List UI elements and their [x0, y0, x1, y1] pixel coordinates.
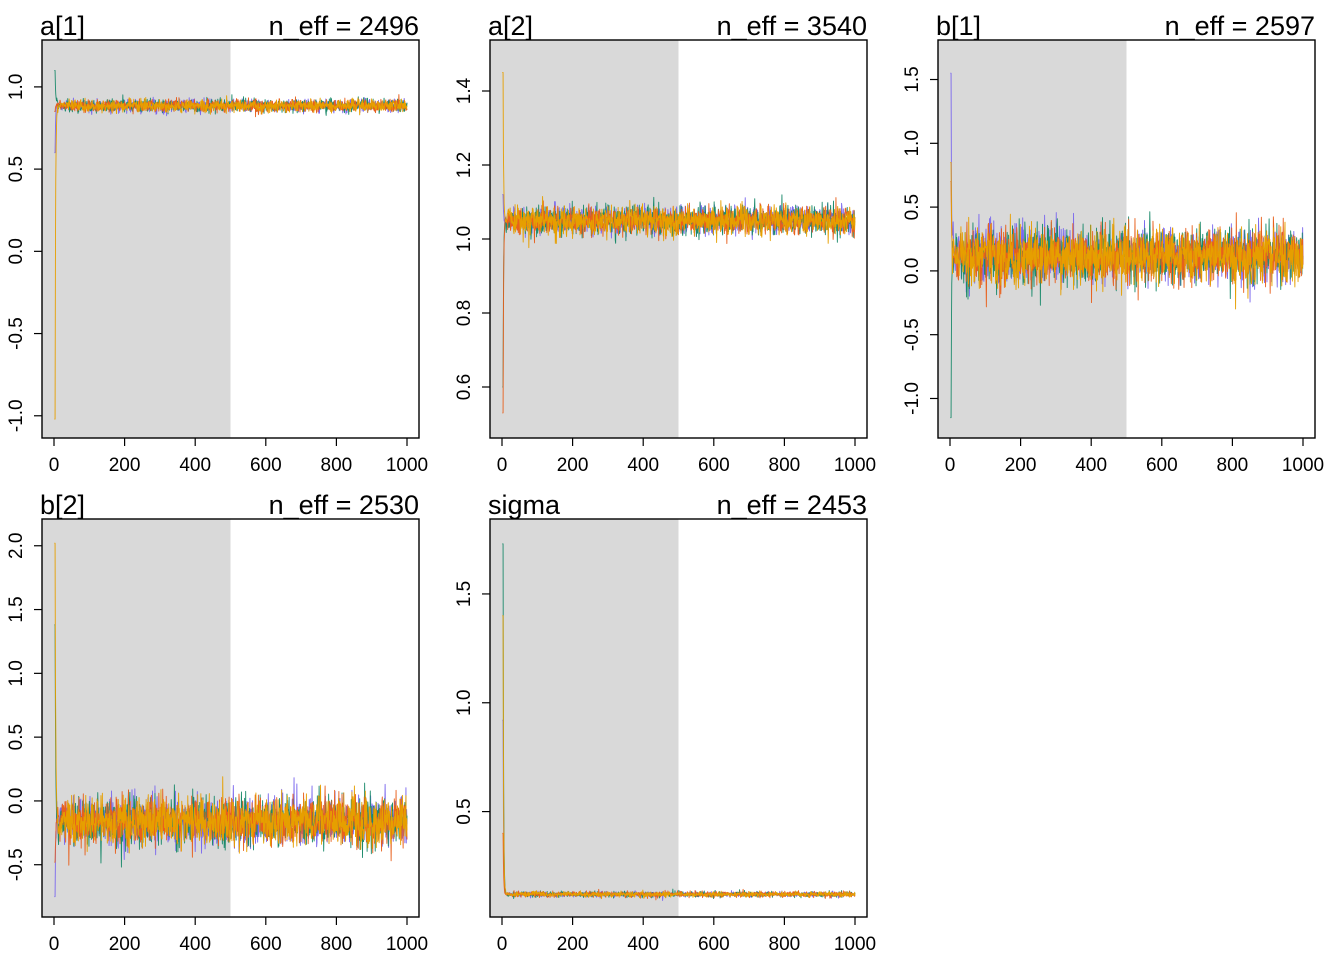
y-tick-label: 1.0 — [6, 74, 27, 100]
x-tick-label: 0 — [49, 934, 60, 955]
x-tick-label: 1000 — [834, 934, 876, 955]
y-tick-label: 1.2 — [454, 152, 475, 178]
y-tick-label: 0.5 — [902, 194, 923, 220]
x-tick-label: 1000 — [834, 455, 876, 476]
x-tick-label: 1000 — [386, 934, 428, 955]
y-tick-label: -1.0 — [6, 399, 27, 432]
y-tick-label: 1.5 — [6, 596, 27, 622]
y-tick-label: 1.0 — [902, 130, 923, 156]
n-eff-label: n_eff = 3540 — [717, 11, 867, 41]
parameter-title: b[2] — [40, 490, 85, 520]
warmup-region — [490, 519, 679, 917]
x-tick-label: 1000 — [1282, 455, 1324, 476]
chain-4-trace — [54, 95, 408, 420]
x-tick-label: 400 — [179, 934, 211, 955]
chain-traces — [54, 542, 408, 898]
x-tick-label: 600 — [250, 455, 282, 476]
x-tick-label: 200 — [557, 934, 589, 955]
y-tick-label: 1.0 — [6, 660, 27, 686]
trace-panel-b1: 0 200 400 600 800 1000 -1.0 -0.5 0.0 0.5 1.0 1.5 b[1… — [902, 11, 1324, 476]
x-tick-label: 0 — [945, 455, 956, 476]
x-tick-label: 800 — [321, 934, 353, 955]
chain-3-trace — [502, 832, 856, 901]
y-tick-label: 0.8 — [454, 300, 475, 326]
x-tick-label: 800 — [321, 455, 353, 476]
x-tick-label: 0 — [497, 934, 508, 955]
y-tick-label: 1.4 — [454, 77, 475, 104]
x-tick-label: 400 — [627, 455, 659, 476]
chain-4-trace — [502, 615, 856, 900]
plot-frame — [41, 39, 420, 439]
parameter-title: b[1] — [936, 11, 981, 41]
chain-traces — [54, 69, 408, 420]
x-tick-label: 600 — [698, 455, 730, 476]
chain-traces — [502, 543, 856, 901]
trace-panel-sigma: 0 200 400 600 800 1000 0.5 1.0 1.5 sigma n_eff = 2… — [454, 490, 876, 955]
y-tick-label: -0.5 — [902, 318, 923, 351]
y-tick-label: 2.0 — [6, 533, 27, 559]
n-eff-label: n_eff = 2453 — [717, 490, 867, 520]
n-eff-label: n_eff = 2496 — [269, 11, 419, 41]
trace-panel-b2: 0 200 400 600 800 1000 -0.5 0.0 0.5 1.0 1.5 2.0 b[2]… — [6, 490, 428, 955]
trace-panel-a2: 0 200 400 600 800 1000 0.6 0.8 1.0 1.2 1.4 a[2] n_ef… — [454, 11, 876, 476]
y-tick-label: 1.5 — [902, 66, 923, 92]
x-tick-label: 200 — [109, 455, 141, 476]
n-eff-label: n_eff = 2530 — [269, 490, 419, 520]
y-tick-label: 0.5 — [454, 798, 475, 824]
chain-4-trace — [950, 162, 1304, 310]
n-eff-label: n_eff = 2597 — [1165, 11, 1315, 41]
parameter-title: a[2] — [488, 11, 533, 41]
x-tick-label: 800 — [769, 934, 801, 955]
y-tick-label: 0.5 — [6, 156, 27, 182]
plot-frame — [41, 518, 420, 918]
y-tick-label: 1.0 — [454, 226, 475, 252]
warmup-region — [42, 519, 231, 917]
x-tick-label: 400 — [179, 455, 211, 476]
y-tick-label: 0.6 — [454, 374, 475, 400]
trace-panel-a1: 0 200 400 600 800 1000 -1.0 -0.5 0.0 0.5 1.0 a[1] n_… — [6, 11, 428, 476]
chain-traces — [502, 72, 856, 414]
x-tick-label: 1000 — [386, 455, 428, 476]
y-tick-label: 0.0 — [6, 788, 27, 814]
plot-frame — [937, 39, 1316, 439]
x-tick-label: 800 — [1217, 455, 1249, 476]
chain-traces — [950, 72, 1304, 419]
x-tick-label: 600 — [1146, 455, 1178, 476]
plot-frame — [489, 518, 868, 918]
y-tick-label: -0.5 — [6, 848, 27, 881]
parameter-title: sigma — [488, 490, 561, 520]
x-tick-label: 0 — [497, 455, 508, 476]
y-tick-label: 0.0 — [6, 238, 27, 264]
y-tick-label: -1.0 — [902, 382, 923, 415]
y-tick-label: 1.0 — [454, 690, 475, 716]
x-tick-label: 400 — [627, 934, 659, 955]
warmup-region — [490, 40, 679, 438]
x-tick-label: 200 — [557, 455, 589, 476]
x-tick-label: 400 — [1075, 455, 1107, 476]
x-tick-label: 200 — [1005, 455, 1037, 476]
y-tick-label: 1.5 — [454, 581, 475, 607]
x-tick-label: 200 — [109, 934, 141, 955]
x-tick-label: 0 — [49, 455, 60, 476]
x-tick-label: 800 — [769, 455, 801, 476]
y-tick-label: 0.5 — [6, 724, 27, 750]
chain-4-trace — [54, 542, 408, 854]
parameter-title: a[1] — [40, 11, 85, 41]
chain-4-trace — [502, 72, 856, 249]
y-tick-label: 0.0 — [902, 258, 923, 284]
y-tick-label: -0.5 — [6, 317, 27, 350]
x-tick-label: 600 — [250, 934, 282, 955]
x-tick-label: 600 — [698, 934, 730, 955]
